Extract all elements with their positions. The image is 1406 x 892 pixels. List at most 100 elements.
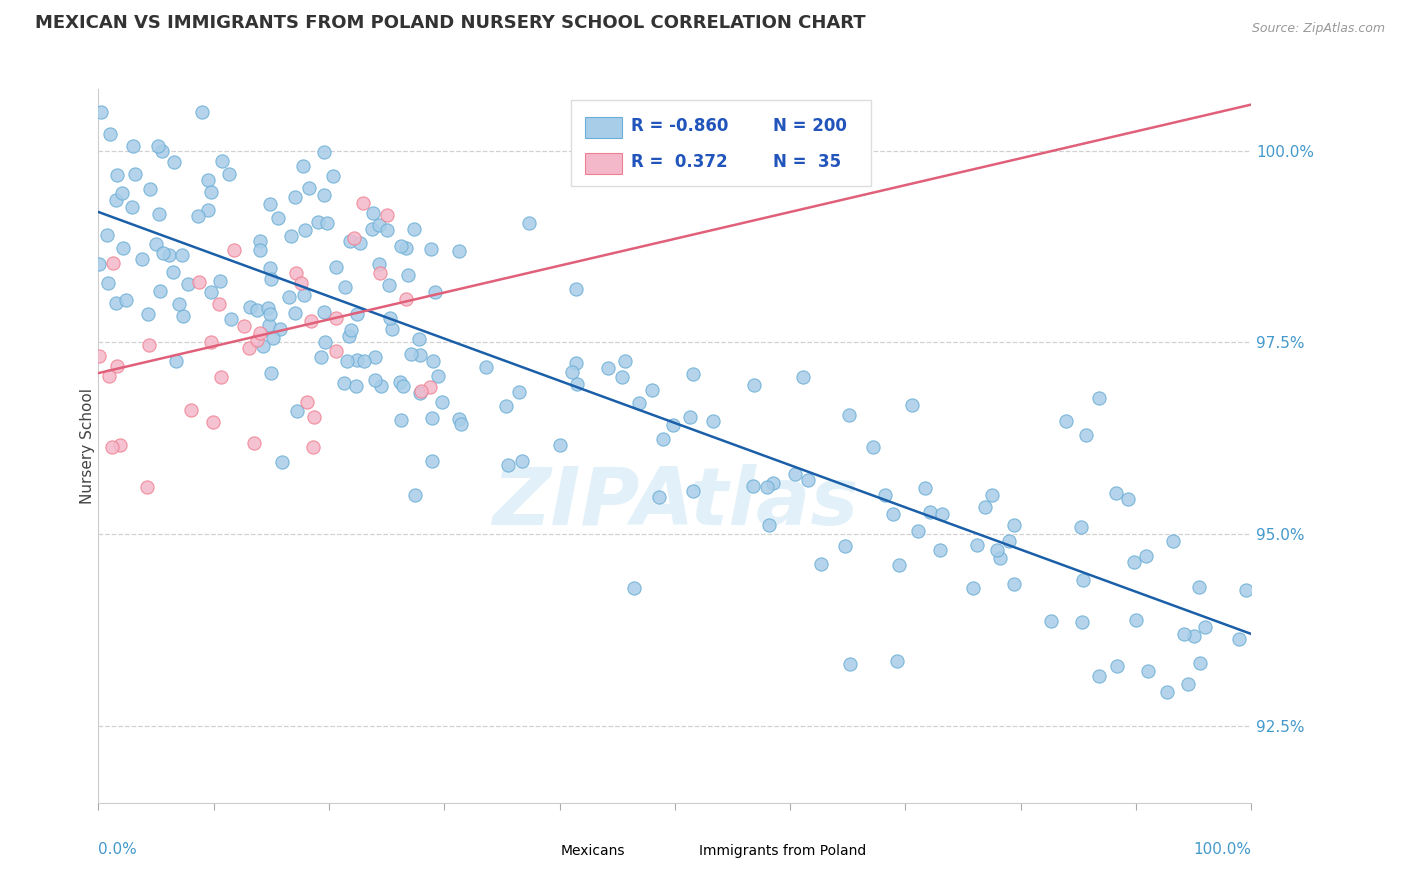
Point — [163, 154, 186, 169]
Point — [702, 414, 724, 428]
Point — [399, 347, 422, 361]
Point — [980, 488, 1002, 502]
Point — [101, 440, 124, 454]
Point — [475, 360, 498, 375]
Point — [294, 222, 316, 236]
Point — [325, 344, 347, 359]
Point — [340, 323, 363, 337]
Point — [907, 524, 929, 538]
Point — [1234, 582, 1257, 597]
Point — [284, 189, 307, 203]
Point — [641, 383, 664, 397]
Point — [364, 350, 387, 364]
Point — [197, 203, 219, 218]
Point — [409, 348, 432, 362]
Point — [900, 398, 922, 412]
Point — [378, 311, 401, 326]
Point — [200, 334, 222, 349]
Point — [177, 277, 200, 291]
FancyBboxPatch shape — [531, 845, 557, 858]
Point — [628, 396, 651, 410]
Point — [150, 144, 173, 158]
Point — [367, 218, 389, 232]
Point — [233, 318, 256, 333]
Point — [157, 248, 180, 262]
Point — [267, 211, 290, 225]
Text: N = 200: N = 200 — [773, 118, 846, 136]
Text: 0.0%: 0.0% — [98, 842, 138, 857]
Point — [201, 415, 224, 429]
FancyBboxPatch shape — [669, 845, 695, 858]
Point — [284, 266, 307, 280]
Text: Source: ZipAtlas.com: Source: ZipAtlas.com — [1251, 22, 1385, 36]
Point — [389, 239, 412, 253]
Point — [188, 275, 211, 289]
Point — [931, 507, 953, 521]
Point — [208, 274, 231, 288]
Point — [1177, 677, 1199, 691]
Point — [284, 305, 307, 319]
Point — [364, 373, 387, 387]
Point — [1088, 668, 1111, 682]
Point — [875, 488, 897, 502]
Point — [112, 241, 135, 255]
Text: ZIPAtlas: ZIPAtlas — [492, 464, 858, 542]
Point — [662, 417, 685, 432]
Text: Immigrants from Poland: Immigrants from Poland — [699, 844, 866, 857]
Point — [277, 290, 299, 304]
Text: 100.0%: 100.0% — [1194, 842, 1251, 857]
Point — [259, 308, 281, 322]
Point — [389, 413, 412, 427]
Point — [346, 353, 368, 368]
Point — [882, 507, 904, 521]
Point — [280, 229, 302, 244]
Point — [298, 181, 321, 195]
Point — [325, 310, 347, 325]
Point — [352, 196, 374, 211]
Point — [758, 518, 780, 533]
Point — [335, 280, 357, 294]
Point — [510, 454, 533, 468]
Point — [742, 378, 765, 392]
Point — [339, 234, 361, 248]
Point — [167, 297, 190, 311]
Point — [294, 288, 316, 302]
Point — [114, 293, 136, 308]
Point — [378, 278, 401, 293]
Point — [166, 353, 188, 368]
Point — [1182, 629, 1205, 643]
Point — [111, 186, 134, 200]
Text: N =  35: N = 35 — [773, 153, 841, 171]
Point — [395, 241, 418, 255]
Point — [314, 334, 336, 349]
Point — [269, 322, 291, 336]
Point — [121, 200, 143, 214]
Point — [986, 543, 1008, 558]
Point — [337, 329, 360, 343]
Point — [145, 236, 167, 251]
Point — [190, 105, 212, 120]
Point — [997, 533, 1019, 548]
Point — [741, 478, 763, 492]
Point — [291, 159, 314, 173]
Point — [420, 411, 443, 425]
Point — [389, 376, 412, 390]
Point — [419, 379, 441, 393]
Point — [246, 333, 269, 347]
Point — [149, 285, 172, 299]
Text: R =  0.372: R = 0.372 — [631, 153, 728, 171]
Point — [333, 376, 356, 390]
Point — [136, 480, 159, 494]
Point — [259, 261, 281, 276]
Point — [105, 193, 128, 207]
Point — [1194, 620, 1216, 634]
Point — [928, 543, 950, 558]
Point — [344, 379, 367, 393]
Point — [498, 458, 520, 473]
Point — [1173, 626, 1195, 640]
Point — [370, 379, 392, 393]
Point — [343, 231, 366, 245]
Point — [262, 330, 284, 344]
Point — [408, 332, 430, 346]
Point — [887, 558, 910, 572]
